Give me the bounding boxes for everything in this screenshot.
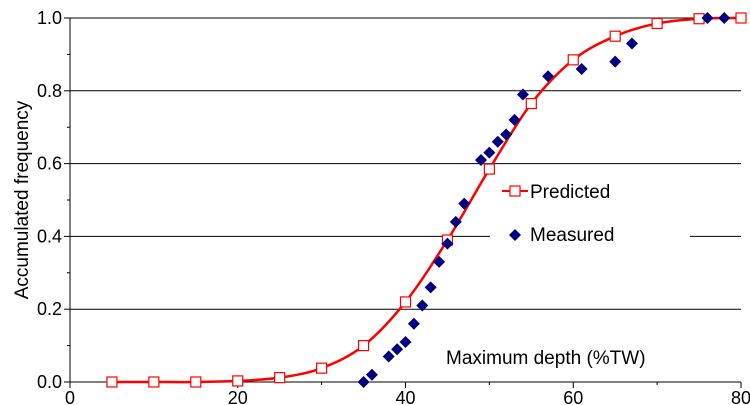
predicted-point-5 — [316, 362, 328, 374]
measured-point-11 — [458, 197, 471, 210]
measured-point-13 — [483, 146, 496, 159]
y-axis-title: Accumulated frequency — [12, 100, 33, 299]
legend-measured-label: Measured — [530, 225, 615, 246]
predicted-point-4 — [274, 372, 286, 384]
x-axis-title: Maximum depth (%TW) — [446, 348, 646, 369]
predicted-point-6 — [357, 340, 370, 352]
x-tick-label-1: 20 — [228, 388, 248, 405]
measured-point-9 — [441, 237, 454, 250]
predicted-point-2 — [190, 376, 202, 388]
predicted-point-1 — [148, 376, 160, 388]
y-tick-label-3: 0.6 — [37, 154, 62, 174]
measured-point-20 — [609, 55, 622, 68]
y-tick-label-0: 0.0 — [37, 372, 62, 392]
x-tick-label-2: 40 — [395, 388, 415, 405]
measured-point-10 — [449, 215, 462, 228]
predicted-point-15 — [735, 12, 747, 24]
measured-point-15 — [500, 128, 513, 141]
y-tick-label-1: 0.2 — [37, 299, 62, 319]
legend-measured-marker — [509, 229, 521, 241]
predicted-point-9 — [483, 163, 495, 175]
x-tick-label-0: 0 — [65, 388, 75, 405]
measured-point-5 — [407, 317, 420, 330]
measured-point-1 — [365, 368, 378, 381]
legend-predicted-label: Predicted — [530, 182, 610, 203]
predicted-point-3 — [232, 375, 244, 387]
measured-point-8 — [433, 255, 446, 268]
predicted-point-10 — [525, 97, 537, 110]
measured-point-14 — [491, 135, 504, 148]
measured-point-18 — [542, 70, 555, 83]
ticks: 0.0 0.2 0.4 0.6 0.8 1.0 0 20 40 60 80 — [37, 8, 750, 405]
predicted-point-11 — [567, 54, 579, 66]
measured-point-19 — [575, 62, 588, 75]
x-tick-label-4: 80 — [731, 388, 750, 405]
predicted-point-7 — [399, 296, 412, 308]
measured-point-3 — [391, 343, 404, 356]
measured-point-7 — [424, 281, 437, 294]
legend: Predicted Measured — [490, 179, 690, 253]
measured-point-17 — [516, 88, 529, 101]
y-tick-label-5: 1.0 — [37, 8, 62, 28]
grid-lines — [70, 17, 741, 310]
predicted-point-12 — [609, 30, 621, 42]
measured-point-16 — [508, 113, 521, 126]
measured-point-12 — [474, 153, 487, 166]
legend-predicted-marker — [509, 185, 521, 197]
measured-point-0 — [357, 376, 370, 388]
x-tick-label-3: 60 — [563, 388, 583, 405]
measured-point-4 — [399, 335, 412, 348]
predicted-point-13 — [651, 17, 663, 30]
measured-point-6 — [416, 299, 429, 312]
measured-point-21 — [625, 37, 638, 50]
measured-point-22 — [701, 12, 714, 24]
y-tick-label-4: 0.8 — [37, 81, 62, 101]
y-tick-label-2: 0.4 — [37, 226, 62, 246]
measured-point-2 — [382, 350, 395, 363]
predicted-point-0 — [106, 376, 118, 388]
series-measured — [357, 12, 731, 388]
measured-point-23 — [718, 12, 731, 24]
